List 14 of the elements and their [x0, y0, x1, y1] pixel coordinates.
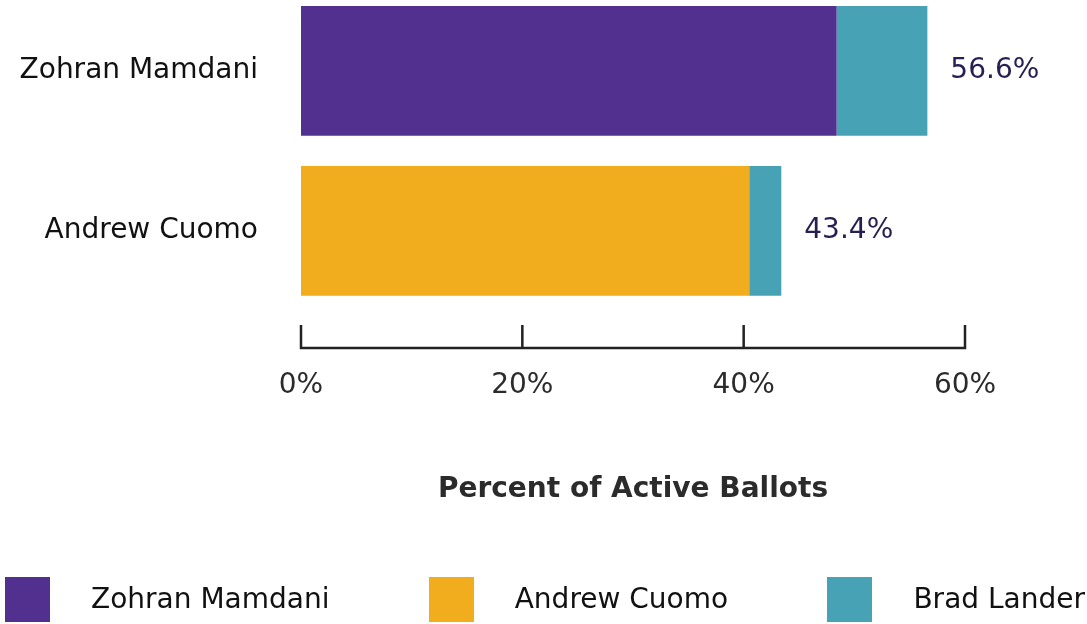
x-axis-title: Percent of Active Ballots — [437, 471, 829, 505]
legend-label: Andrew Cuomo — [514, 582, 729, 616]
legend-label: Brad Lander — [913, 582, 1085, 616]
bar — [301, 166, 750, 296]
bar — [836, 6, 928, 136]
total-label: 56.6% — [950, 52, 1040, 86]
x-tick-label: 60% — [933, 367, 997, 401]
total-label: 43.4% — [804, 212, 894, 246]
x-tick-label: 20% — [491, 367, 554, 401]
x-tick-label: 40% — [712, 367, 775, 401]
bar — [749, 166, 782, 296]
bar — [301, 6, 837, 136]
x-tick-label: 0% — [278, 367, 324, 401]
legend-label: Zohran Mamdani — [91, 582, 330, 616]
